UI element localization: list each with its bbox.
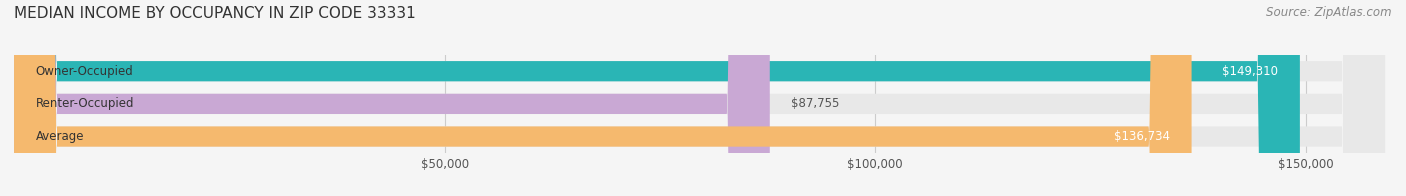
Text: Owner-Occupied: Owner-Occupied xyxy=(35,65,134,78)
FancyBboxPatch shape xyxy=(14,0,1191,196)
FancyBboxPatch shape xyxy=(14,0,769,196)
FancyBboxPatch shape xyxy=(14,0,1385,196)
Text: $136,734: $136,734 xyxy=(1114,130,1170,143)
Text: Renter-Occupied: Renter-Occupied xyxy=(35,97,134,110)
FancyBboxPatch shape xyxy=(14,0,1301,196)
Text: $87,755: $87,755 xyxy=(792,97,839,110)
Text: Source: ZipAtlas.com: Source: ZipAtlas.com xyxy=(1267,6,1392,19)
Text: MEDIAN INCOME BY OCCUPANCY IN ZIP CODE 33331: MEDIAN INCOME BY OCCUPANCY IN ZIP CODE 3… xyxy=(14,6,416,21)
Text: Average: Average xyxy=(35,130,84,143)
FancyBboxPatch shape xyxy=(14,0,1385,196)
Text: $149,310: $149,310 xyxy=(1222,65,1278,78)
FancyBboxPatch shape xyxy=(14,0,1385,196)
